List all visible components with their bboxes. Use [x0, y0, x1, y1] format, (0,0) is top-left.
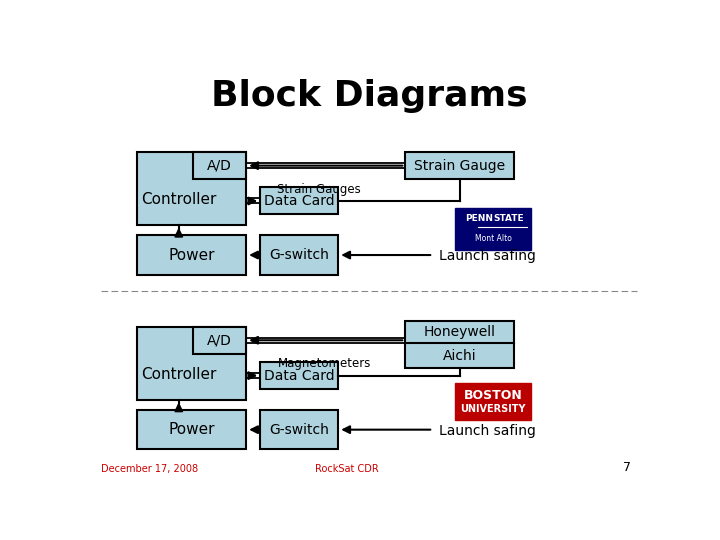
- Text: Data Card: Data Card: [264, 194, 335, 208]
- Text: BOSTON: BOSTON: [464, 389, 523, 402]
- Bar: [138, 327, 246, 400]
- Bar: [260, 410, 338, 449]
- Text: Launch safing: Launch safing: [438, 424, 536, 438]
- Bar: [138, 235, 246, 275]
- Bar: [405, 321, 514, 368]
- Text: RockSat CDR: RockSat CDR: [315, 464, 379, 474]
- Text: G-switch: G-switch: [269, 423, 329, 437]
- Text: A/D: A/D: [207, 159, 232, 173]
- Bar: [405, 152, 514, 179]
- Text: Data Card: Data Card: [264, 369, 335, 383]
- Bar: [193, 152, 246, 179]
- Text: STATE: STATE: [493, 214, 523, 223]
- Text: Block Diagrams: Block Diagrams: [211, 79, 527, 113]
- Text: Magnetometers: Magnetometers: [278, 357, 371, 370]
- Text: A/D: A/D: [207, 333, 232, 347]
- Bar: [138, 152, 246, 225]
- Text: Controller: Controller: [141, 192, 217, 207]
- Text: Strain Gauge: Strain Gauge: [414, 159, 505, 173]
- Bar: [260, 362, 338, 389]
- Bar: [260, 235, 338, 275]
- Text: 7: 7: [624, 461, 631, 474]
- Text: UNIVERSITY: UNIVERSITY: [460, 404, 526, 414]
- Text: Launch safing: Launch safing: [438, 249, 536, 263]
- Text: Strain Gauges: Strain Gauges: [277, 183, 361, 197]
- Text: December 17, 2008: December 17, 2008: [101, 464, 198, 474]
- Text: Mont Alto: Mont Alto: [474, 234, 512, 242]
- Text: Power: Power: [168, 422, 215, 437]
- Bar: [456, 383, 531, 420]
- Text: PENN: PENN: [465, 214, 493, 223]
- Text: Aichi: Aichi: [443, 349, 477, 363]
- Bar: [193, 327, 246, 354]
- Text: G-switch: G-switch: [269, 248, 329, 262]
- Text: Controller: Controller: [141, 367, 217, 382]
- Bar: [260, 187, 338, 214]
- Bar: [138, 410, 246, 449]
- Bar: [456, 208, 531, 250]
- Text: Honeywell: Honeywell: [423, 325, 495, 339]
- Text: Power: Power: [168, 247, 215, 262]
